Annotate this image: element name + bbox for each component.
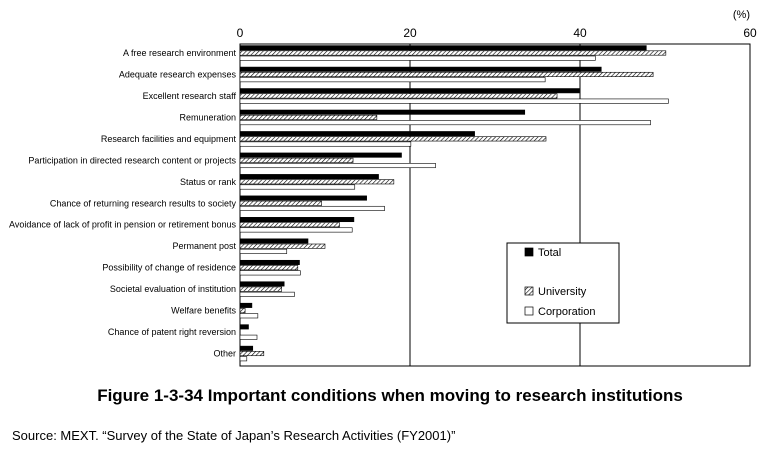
bar-university — [239, 243, 326, 249]
category-label: Welfare benefits — [171, 306, 236, 316]
bar-total — [239, 217, 355, 223]
bar-corporation — [239, 77, 546, 83]
legend-label-corporation: Corporation — [538, 306, 595, 318]
bars — [239, 45, 669, 362]
bar-total — [239, 324, 249, 330]
bar-corporation — [239, 141, 412, 147]
category-label: Participation in directed research conte… — [28, 155, 236, 165]
bar-corporation — [239, 184, 356, 190]
bar-total — [239, 152, 402, 158]
bar-corporation — [239, 356, 248, 362]
x-tick-label: 60 — [743, 26, 757, 40]
bar-university — [239, 179, 395, 185]
bar-corporation — [239, 163, 436, 169]
bar-total — [239, 66, 602, 72]
bar-university — [239, 222, 340, 228]
bar-total — [239, 195, 367, 201]
bar-total — [239, 131, 475, 137]
category-label: Excellent research staff — [143, 91, 237, 101]
bar-university — [239, 200, 322, 206]
bar-total — [239, 345, 254, 351]
category-label: A free research environment — [123, 48, 237, 58]
x-tick-label: 0 — [237, 26, 244, 40]
bar-total — [239, 259, 300, 265]
category-label: Remuneration — [179, 112, 236, 122]
category-labels: A free research environment Adequate rese… — [9, 48, 236, 359]
bar-total — [239, 174, 379, 180]
bar-corporation — [239, 248, 288, 254]
figure-caption: Figure 1-3-34 Important conditions when … — [97, 386, 683, 405]
unit-label: (%) — [733, 9, 750, 21]
x-axis-ticks: 0 20 40 60 — [237, 26, 757, 40]
bar-university — [239, 93, 558, 99]
category-label: Possibility of change of residence — [102, 263, 236, 273]
bar-total — [239, 45, 647, 51]
category-label: Adequate research expenses — [119, 69, 237, 79]
bar-total — [239, 109, 526, 115]
category-label: Other — [213, 349, 236, 359]
legend-swatch-corporation — [524, 306, 534, 316]
bar-university — [239, 157, 354, 163]
x-tick-label: 20 — [403, 26, 417, 40]
bar-university — [239, 286, 282, 292]
bar-chart: 0 20 40 60 (%) A free research environmentA… — [9, 9, 757, 367]
bar-university — [239, 265, 299, 271]
category-label: Chance of returning research results to … — [50, 198, 237, 208]
category-label: Societal evaluation of institution — [110, 284, 236, 294]
legend-swatch-university — [524, 286, 534, 296]
source-note: Source: MEXT. “Survey of the State of Ja… — [12, 428, 456, 443]
bar-corporation — [239, 55, 596, 61]
bar-university — [239, 114, 378, 120]
bar-corporation — [239, 291, 295, 297]
bar-corporation — [239, 313, 259, 319]
bar-university — [239, 71, 654, 77]
bar-total — [239, 238, 309, 244]
category-label: Avoidance of lack of profit in pension o… — [9, 220, 236, 230]
bar-university — [239, 136, 547, 142]
bar-corporation — [239, 270, 301, 276]
category-label: Research facilities and equipment — [101, 134, 237, 144]
bar-corporation — [239, 205, 385, 211]
bar-total — [239, 302, 253, 308]
category-label: Status or rank — [180, 177, 237, 187]
x-tick-label: 40 — [573, 26, 587, 40]
bar-corporation — [239, 334, 258, 340]
legend-swatch-total — [524, 247, 534, 257]
bar-university — [239, 50, 667, 56]
bar-corporation — [239, 120, 651, 126]
bar-corporation — [239, 227, 353, 233]
legend: Total University Corporation — [506, 242, 620, 324]
bar-corporation — [239, 98, 669, 104]
legend-label-university: University — [538, 286, 587, 298]
bar-total — [239, 281, 285, 287]
legend-label-total: Total — [538, 247, 561, 259]
bar-total — [239, 88, 580, 94]
bar-university — [239, 351, 265, 357]
category-label: Permanent post — [172, 241, 236, 251]
category-label: Chance of patent right reversion — [108, 327, 236, 337]
bar-university — [239, 308, 246, 314]
